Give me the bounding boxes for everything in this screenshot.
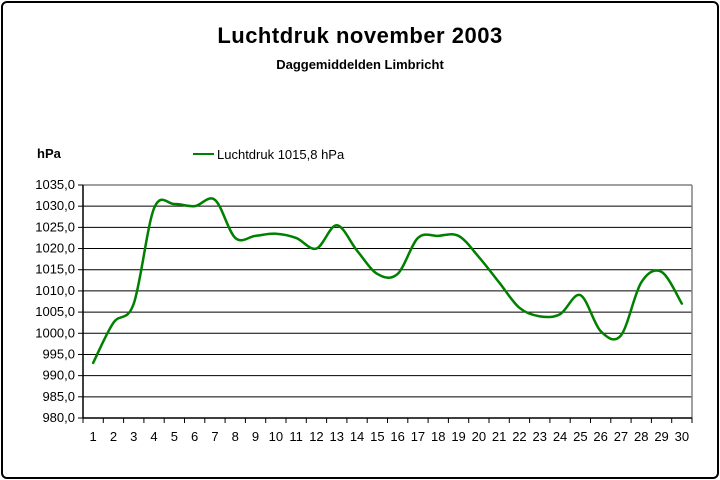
x-axis-tick-label: 11 bbox=[289, 429, 303, 444]
y-axis-tick-label: 985,0 bbox=[42, 389, 75, 404]
y-axis-tick-label: 1020,0 bbox=[35, 241, 75, 256]
legend-line-marker bbox=[193, 153, 214, 155]
x-axis-tick-label: 16 bbox=[390, 429, 404, 444]
y-axis-tick-label: 1030,0 bbox=[35, 198, 75, 213]
x-axis-tick-label: 20 bbox=[472, 429, 486, 444]
x-axis-tick-label: 12 bbox=[309, 429, 323, 444]
x-axis-tick-label: 19 bbox=[451, 429, 465, 444]
x-axis-tick-label: 17 bbox=[411, 429, 425, 444]
y-axis-tick-label: 995,0 bbox=[42, 346, 75, 361]
chart-subtitle: Daggemiddelden Limbricht bbox=[276, 57, 444, 72]
legend-label: Luchtdruk 1015,8 hPa bbox=[217, 146, 345, 162]
y-axis-tick-label: 1025,0 bbox=[35, 219, 75, 234]
pressure-line-series bbox=[91, 197, 684, 365]
x-axis-tick-label: 27 bbox=[614, 429, 628, 444]
x-axis-tick-label: 2 bbox=[110, 429, 117, 444]
y-axis-tick-label: 1000,0 bbox=[35, 325, 75, 340]
legend: Luchtdruk 1015,8 hPa bbox=[193, 146, 344, 162]
y-axis-tick-label: 990,0 bbox=[42, 368, 75, 383]
x-axis-tick-label: 8 bbox=[232, 429, 239, 444]
x-axis-tick-label: 30 bbox=[675, 429, 689, 444]
x-axis-tick-label: 29 bbox=[654, 429, 668, 444]
x-axis-tick-label: 7 bbox=[211, 429, 218, 444]
x-axis-tick-label: 9 bbox=[252, 429, 259, 444]
x-axis-tick-label: 1 bbox=[90, 429, 97, 444]
x-axis-tick-label: 18 bbox=[431, 429, 445, 444]
x-axis-tick-label: 10 bbox=[269, 429, 283, 444]
y-axis-tick-label: 980,0 bbox=[42, 410, 75, 425]
x-axis-tick-label: 22 bbox=[512, 429, 526, 444]
x-axis-tick-label: 23 bbox=[533, 429, 547, 444]
y-axis-tick-label: 1015,0 bbox=[35, 262, 75, 277]
chart-title: Luchtdruk november 2003 bbox=[217, 23, 503, 48]
x-axis-tick-label: 15 bbox=[370, 429, 384, 444]
x-axis-tick-label: 14 bbox=[350, 429, 364, 444]
x-axis-tick-label: 25 bbox=[573, 429, 587, 444]
x-axis-tick-label: 28 bbox=[634, 429, 648, 444]
y-axis-tick-label: 1005,0 bbox=[35, 304, 75, 319]
x-axis-tick-label: 6 bbox=[191, 429, 198, 444]
x-axis-tick-label: 26 bbox=[593, 429, 607, 444]
x-axis-tick-label: 21 bbox=[492, 429, 506, 444]
y-axis-tick-label: 1010,0 bbox=[35, 283, 75, 298]
x-axis-tick-label: 4 bbox=[150, 429, 157, 444]
x-axis-tick-label: 5 bbox=[171, 429, 178, 444]
x-axis-tick-label: 13 bbox=[330, 429, 344, 444]
y-axis-tick-label: 1035,0 bbox=[35, 177, 75, 192]
x-axis-tick-label: 24 bbox=[553, 429, 567, 444]
x-axis-tick-label: 3 bbox=[130, 429, 137, 444]
y-axis-unit-label: hPa bbox=[37, 146, 61, 161]
